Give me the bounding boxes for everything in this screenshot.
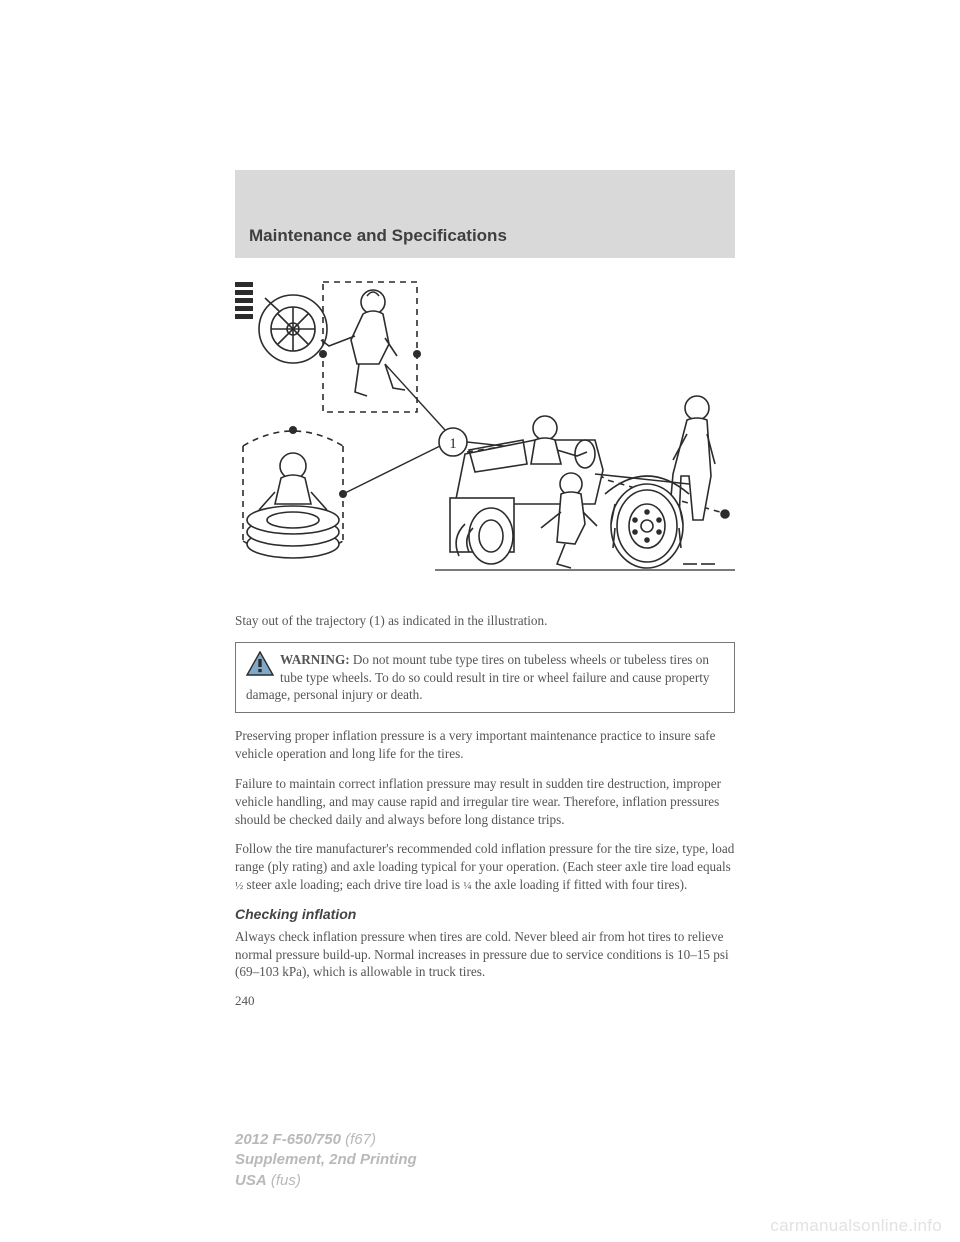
paragraph-2: Failure to maintain correct inflation pr…: [235, 775, 735, 828]
watermark-text: carmanualsonline.info: [770, 1216, 942, 1236]
footer-model: 2012 F-650/750: [235, 1131, 341, 1148]
chapter-title: Maintenance and Specifications: [249, 226, 507, 246]
warning-box: WARNING: Do not mount tube type tires on…: [235, 642, 735, 713]
trajectory-illustration: 1: [235, 274, 735, 589]
footer-usa: USA: [235, 1172, 267, 1189]
warning-label: WARNING:: [280, 652, 350, 667]
subheading-checking-inflation: Checking inflation: [235, 906, 735, 922]
p3-frac2: ¼: [463, 880, 471, 892]
p3-part-b: steer axle loading; each drive tire load…: [243, 877, 463, 892]
warning-icon: [246, 651, 274, 682]
footer-model-code: (f67): [345, 1131, 376, 1148]
paragraph-1: Preserving proper inflation pressure is …: [235, 727, 735, 763]
footer-block: 2012 F-650/750 (f67) Supplement, 2nd Pri…: [235, 1130, 417, 1191]
caption-text: Stay out of the trajectory (1) as indica…: [235, 612, 735, 630]
chapter-header-bar: Maintenance and Specifications: [235, 170, 735, 258]
footer-line-1: 2012 F-650/750 (f67): [235, 1130, 417, 1150]
paragraph-4: Always check inflation pressure when tir…: [235, 928, 735, 981]
footer-line-3: USA (fus): [235, 1171, 417, 1191]
page-number: 240: [235, 993, 735, 1009]
footer-usa-code: (fus): [271, 1172, 301, 1189]
footer-line-2: Supplement, 2nd Printing: [235, 1150, 417, 1170]
p3-frac1: ½: [235, 880, 243, 892]
p3-part-c: the axle loading if fitted with four tir…: [472, 877, 688, 892]
p3-part-a: Follow the tire manufacturer's recommend…: [235, 841, 734, 874]
callout-number: 1: [449, 436, 457, 452]
paragraph-3: Follow the tire manufacturer's recommend…: [235, 840, 735, 893]
page-content: Maintenance and Specifications: [235, 170, 735, 1009]
